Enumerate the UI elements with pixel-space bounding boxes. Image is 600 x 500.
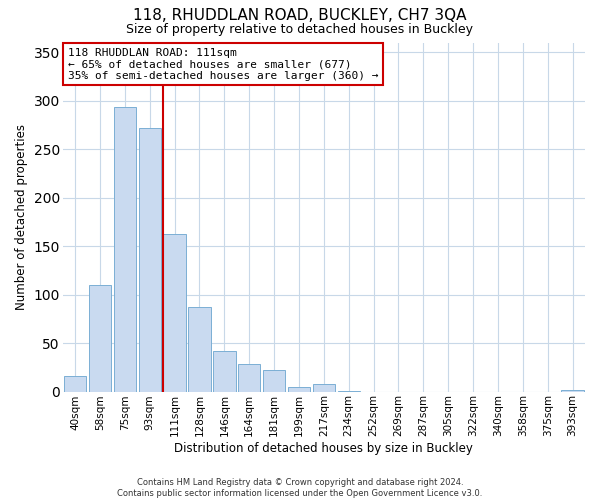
Bar — [64, 376, 86, 392]
Bar — [113, 108, 136, 392]
Text: Size of property relative to detached houses in Buckley: Size of property relative to detached ho… — [127, 22, 473, 36]
Bar — [238, 364, 260, 392]
Bar — [139, 128, 161, 392]
Bar — [288, 386, 310, 392]
Bar — [163, 234, 186, 392]
Text: 118 RHUDDLAN ROAD: 111sqm
← 65% of detached houses are smaller (677)
35% of semi: 118 RHUDDLAN ROAD: 111sqm ← 65% of detac… — [68, 48, 379, 81]
Bar — [188, 307, 211, 392]
Bar — [313, 384, 335, 392]
Bar — [338, 390, 360, 392]
Y-axis label: Number of detached properties: Number of detached properties — [15, 124, 28, 310]
Bar — [263, 370, 286, 392]
Bar — [213, 351, 236, 392]
Bar — [562, 390, 584, 392]
X-axis label: Distribution of detached houses by size in Buckley: Distribution of detached houses by size … — [175, 442, 473, 455]
Text: Contains HM Land Registry data © Crown copyright and database right 2024.
Contai: Contains HM Land Registry data © Crown c… — [118, 478, 482, 498]
Bar — [89, 285, 111, 392]
Text: 118, RHUDDLAN ROAD, BUCKLEY, CH7 3QA: 118, RHUDDLAN ROAD, BUCKLEY, CH7 3QA — [133, 8, 467, 22]
